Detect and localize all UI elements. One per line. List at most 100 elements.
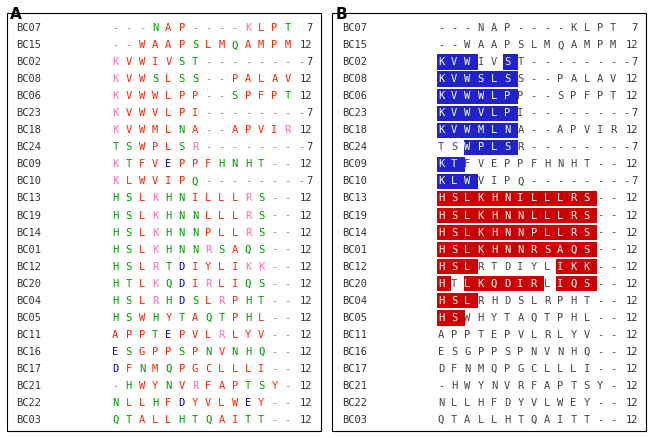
Text: F: F xyxy=(205,159,212,170)
Text: W: W xyxy=(139,92,145,101)
Text: H: H xyxy=(112,296,118,306)
Text: Q: Q xyxy=(165,364,172,374)
Text: L: L xyxy=(232,211,238,220)
Text: BC02: BC02 xyxy=(16,57,41,67)
Text: S: S xyxy=(544,244,550,254)
Text: L: L xyxy=(165,108,172,118)
Text: S: S xyxy=(583,211,590,220)
Text: -: - xyxy=(271,347,277,357)
Text: T: T xyxy=(451,415,457,425)
Text: -: - xyxy=(464,23,471,33)
Text: M: M xyxy=(478,125,484,135)
Text: T: T xyxy=(192,57,198,67)
Text: 12: 12 xyxy=(626,381,638,391)
Text: P: P xyxy=(478,142,484,152)
Text: -: - xyxy=(298,57,304,67)
Text: -: - xyxy=(271,57,277,67)
Text: H: H xyxy=(491,194,497,204)
Text: -: - xyxy=(597,364,603,374)
Text: W: W xyxy=(139,57,145,67)
Bar xyxy=(503,71,518,87)
Text: 12: 12 xyxy=(300,381,312,391)
Text: I: I xyxy=(557,415,563,425)
Text: -: - xyxy=(126,40,132,50)
Text: L: L xyxy=(544,194,550,204)
Text: H: H xyxy=(112,194,118,204)
Text: L: L xyxy=(218,261,225,272)
Text: S: S xyxy=(451,244,457,254)
Text: S: S xyxy=(518,296,523,306)
Text: L: L xyxy=(139,261,145,272)
Text: V: V xyxy=(218,347,225,357)
Text: P: P xyxy=(570,125,577,135)
Text: E: E xyxy=(491,330,497,340)
Text: V: V xyxy=(504,381,510,391)
Text: P: P xyxy=(178,23,185,33)
Text: L: L xyxy=(165,125,172,135)
Text: N: N xyxy=(464,364,471,374)
Text: P: P xyxy=(504,364,510,374)
Text: 12: 12 xyxy=(626,313,638,323)
Text: BC09: BC09 xyxy=(342,159,367,170)
Text: N: N xyxy=(557,347,563,357)
Bar xyxy=(437,123,451,138)
Bar xyxy=(464,173,478,189)
Text: BC15: BC15 xyxy=(342,40,367,50)
Text: 7: 7 xyxy=(631,57,638,67)
Text: BC20: BC20 xyxy=(16,279,41,289)
Text: BC11: BC11 xyxy=(342,330,367,340)
Text: BC03: BC03 xyxy=(342,415,367,425)
Bar xyxy=(583,276,597,291)
Bar xyxy=(437,191,451,206)
Text: H: H xyxy=(504,415,510,425)
Text: Y: Y xyxy=(271,381,277,391)
Text: L: L xyxy=(152,415,158,425)
Text: L: L xyxy=(205,211,212,220)
Text: BC10: BC10 xyxy=(342,177,367,187)
Text: W: W xyxy=(464,313,471,323)
Text: V: V xyxy=(205,398,212,408)
Text: W: W xyxy=(139,142,145,152)
Bar xyxy=(464,293,478,308)
Text: -: - xyxy=(610,415,616,425)
Text: BC10: BC10 xyxy=(16,177,41,187)
Text: S: S xyxy=(451,347,457,357)
Text: -: - xyxy=(624,142,630,152)
Text: BC24: BC24 xyxy=(16,142,41,152)
Text: 12: 12 xyxy=(300,74,312,84)
Text: P: P xyxy=(557,313,563,323)
Text: R: R xyxy=(205,244,212,254)
Text: Y: Y xyxy=(583,398,590,408)
Text: N: N xyxy=(178,211,185,220)
Bar xyxy=(437,71,451,87)
Text: L: L xyxy=(491,125,497,135)
Text: T: T xyxy=(245,415,251,425)
Text: W: W xyxy=(557,398,563,408)
Text: A: A xyxy=(544,381,550,391)
Text: Q: Q xyxy=(437,415,444,425)
Text: L: L xyxy=(205,296,212,306)
Text: K: K xyxy=(570,261,577,272)
Text: -: - xyxy=(583,142,590,152)
Text: H: H xyxy=(112,313,118,323)
Text: W: W xyxy=(139,313,145,323)
Text: A: A xyxy=(570,40,577,50)
Text: -: - xyxy=(112,23,118,33)
Text: -: - xyxy=(205,92,212,101)
Text: R: R xyxy=(544,296,550,306)
Text: BC01: BC01 xyxy=(16,244,41,254)
Text: -: - xyxy=(597,415,603,425)
Text: -: - xyxy=(610,228,616,237)
Text: 7: 7 xyxy=(631,177,638,187)
Bar xyxy=(450,54,465,70)
Bar xyxy=(464,276,478,291)
Text: Y: Y xyxy=(518,398,523,408)
Text: 12: 12 xyxy=(300,194,312,204)
Bar xyxy=(557,276,571,291)
Text: -: - xyxy=(597,313,603,323)
Text: H: H xyxy=(245,159,251,170)
Text: P: P xyxy=(139,330,145,340)
Text: R: R xyxy=(518,142,523,152)
Text: D: D xyxy=(504,279,510,289)
Text: N: N xyxy=(504,228,510,237)
